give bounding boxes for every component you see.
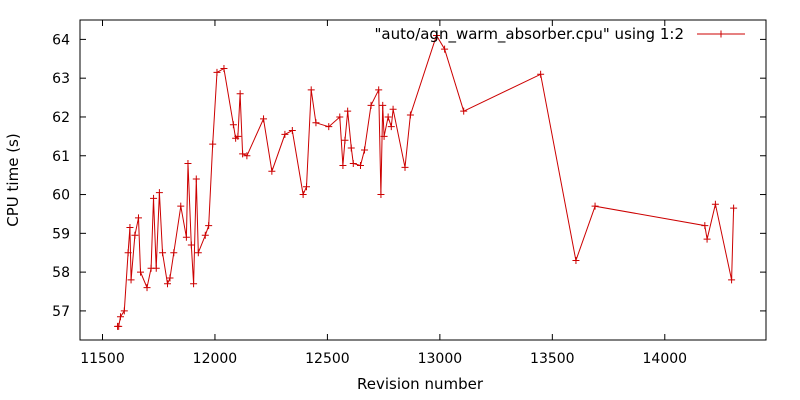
data-point-34 — [236, 90, 244, 98]
x-tick-label-0: 11500 — [80, 351, 125, 367]
y-tick-label-0: 57 — [52, 304, 70, 320]
x-tick-label-5: 14000 — [643, 351, 688, 367]
x-tick-label-3: 13000 — [418, 351, 463, 367]
data-point-15 — [159, 249, 167, 257]
data-point-3 — [120, 307, 128, 315]
data-point-43 — [307, 86, 315, 94]
data-point-42 — [302, 183, 310, 191]
data-point-47 — [339, 161, 347, 169]
data-point-1 — [115, 322, 123, 330]
data-point-39 — [281, 130, 289, 138]
data-point-10 — [143, 284, 151, 292]
data-point-30 — [220, 64, 228, 72]
data-point-37 — [260, 115, 268, 123]
data-point-9 — [137, 268, 145, 276]
data-point-59 — [384, 113, 392, 121]
legend-label: "auto/agn_warm_absorber.cpu" using 1:2 — [375, 25, 684, 44]
data-point-28 — [209, 140, 217, 148]
data-point-25 — [194, 249, 202, 257]
series-points — [114, 32, 738, 330]
axis-ticks — [80, 20, 766, 340]
data-point-7 — [131, 231, 139, 239]
data-point-31 — [229, 121, 237, 129]
y-tick-label-5: 62 — [52, 110, 70, 126]
data-point-65 — [441, 45, 449, 53]
data-point-54 — [367, 101, 375, 109]
legend: "auto/agn_warm_absorber.cpu" using 1:2 — [375, 25, 745, 44]
data-point-26 — [201, 231, 209, 239]
y-tick-label-7: 64 — [52, 32, 70, 48]
x-tick-label-2: 12500 — [305, 351, 350, 367]
y-tick-label-3: 60 — [52, 188, 70, 204]
data-point-48 — [341, 136, 349, 144]
x-axis-label: Revision number — [357, 375, 484, 393]
data-point-13 — [152, 264, 160, 272]
y-tick-label-6: 63 — [52, 71, 70, 87]
data-point-19 — [177, 202, 185, 210]
data-point-64 — [432, 32, 440, 40]
axis-tick-labels: 11500 12000 12500 13000 13500 14000 57 58 59 60 61… — [52, 32, 687, 367]
data-point-67 — [537, 70, 545, 78]
data-point-29 — [213, 68, 221, 76]
y-tick-label-2: 59 — [52, 226, 70, 242]
y-axis-label: CPU time (s) — [4, 133, 22, 226]
data-point-74 — [730, 204, 738, 212]
data-point-46 — [336, 113, 344, 121]
data-point-69 — [591, 202, 599, 210]
legend-point-marker-glyph — [717, 30, 725, 38]
data-point-36 — [243, 152, 251, 160]
data-point-35 — [239, 150, 247, 158]
data-point-66 — [460, 107, 468, 115]
series-line — [117, 34, 735, 327]
data-point-45 — [325, 123, 333, 131]
data-point-14 — [155, 189, 163, 197]
data-point-24 — [192, 175, 200, 183]
data-point-56 — [377, 191, 385, 199]
data-point-72 — [711, 200, 719, 208]
data-point-8 — [134, 214, 142, 222]
data-point-38 — [268, 167, 276, 175]
data-point-33 — [234, 132, 242, 140]
data-point-23 — [190, 280, 198, 288]
data-point-4 — [124, 249, 132, 257]
data-point-41 — [299, 191, 307, 199]
x-tick-label-4: 13500 — [530, 351, 575, 367]
data-point-62 — [401, 163, 409, 171]
data-point-12 — [150, 194, 158, 202]
data-point-17 — [166, 274, 174, 282]
data-point-55 — [375, 86, 383, 94]
data-point-16 — [163, 280, 171, 288]
data-point-53 — [361, 146, 369, 154]
data-point-61 — [389, 105, 397, 113]
data-point-6 — [127, 276, 135, 284]
data-point-21 — [184, 160, 192, 168]
data-point-58 — [380, 132, 388, 140]
data-point-71 — [703, 235, 711, 243]
data-point-51 — [349, 160, 357, 168]
data-point-50 — [347, 144, 355, 152]
data-point-52 — [356, 161, 364, 169]
data-point-27 — [205, 222, 213, 230]
data-point-20 — [182, 233, 190, 241]
data-point-40 — [288, 127, 296, 135]
data-point-49 — [344, 107, 352, 115]
plot-frame — [79, 19, 767, 341]
data-point-5 — [126, 224, 134, 232]
legend-point-marker — [717, 30, 725, 38]
data-point-70 — [701, 222, 709, 230]
data-point-68 — [572, 256, 580, 264]
data-point-18 — [170, 249, 178, 257]
data-point-73 — [728, 276, 736, 284]
data-point-44 — [312, 119, 320, 127]
y-tick-label-4: 61 — [52, 149, 70, 165]
data-point-2 — [116, 313, 124, 321]
x-tick-label-1: 12000 — [193, 351, 238, 367]
data-point-22 — [187, 241, 195, 249]
data-point-60 — [387, 123, 395, 131]
data-point-57 — [379, 101, 387, 109]
y-tick-label-1: 58 — [52, 265, 70, 281]
data-point-63 — [406, 111, 414, 119]
